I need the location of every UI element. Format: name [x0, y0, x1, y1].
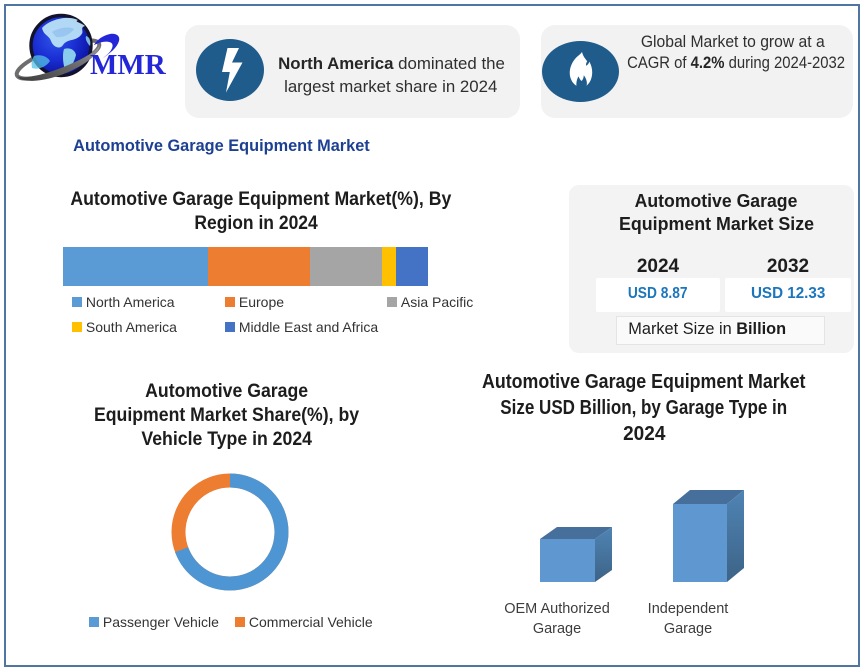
svg-text:MMR: MMR	[90, 49, 167, 81]
